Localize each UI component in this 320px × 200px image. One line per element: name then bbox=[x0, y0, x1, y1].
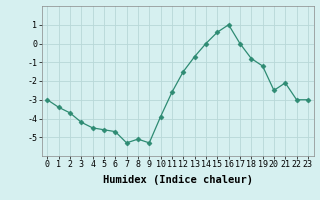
X-axis label: Humidex (Indice chaleur): Humidex (Indice chaleur) bbox=[103, 175, 252, 185]
